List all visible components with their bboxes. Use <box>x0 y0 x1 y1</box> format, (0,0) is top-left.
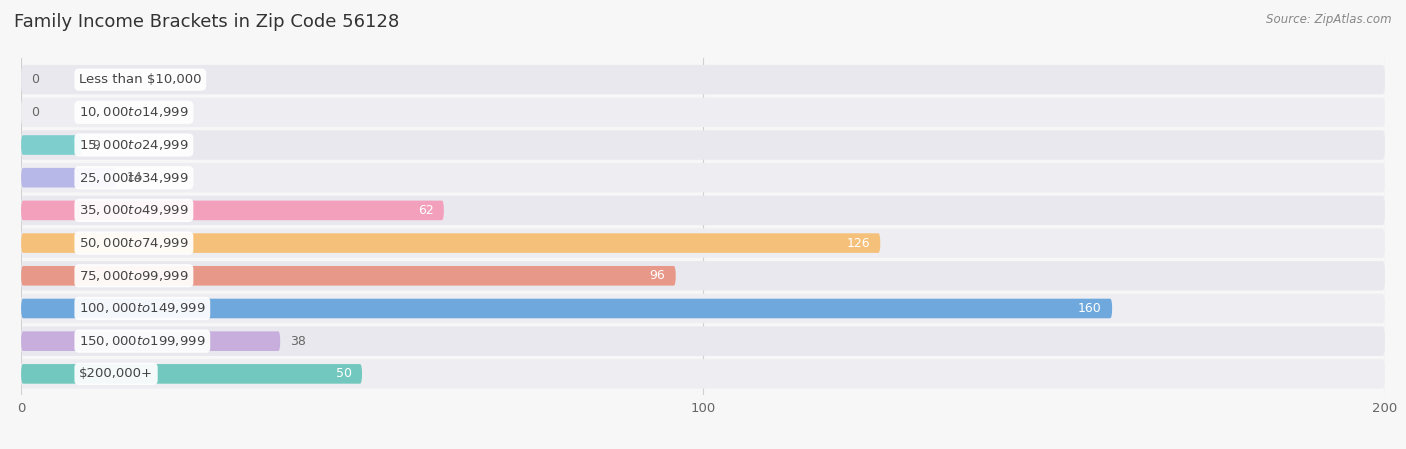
Text: 62: 62 <box>418 204 433 217</box>
FancyBboxPatch shape <box>21 168 117 188</box>
FancyBboxPatch shape <box>21 65 1385 94</box>
FancyBboxPatch shape <box>21 163 1385 193</box>
Text: $50,000 to $74,999: $50,000 to $74,999 <box>79 236 188 250</box>
FancyBboxPatch shape <box>21 261 1385 291</box>
FancyBboxPatch shape <box>21 97 1385 127</box>
Text: $200,000+: $200,000+ <box>79 367 153 380</box>
Text: $100,000 to $149,999: $100,000 to $149,999 <box>79 301 205 316</box>
Text: $35,000 to $49,999: $35,000 to $49,999 <box>79 203 188 217</box>
Text: 160: 160 <box>1078 302 1102 315</box>
FancyBboxPatch shape <box>21 201 444 220</box>
Text: 96: 96 <box>650 269 665 282</box>
Text: 0: 0 <box>31 73 39 86</box>
FancyBboxPatch shape <box>21 364 363 384</box>
FancyBboxPatch shape <box>21 135 83 155</box>
FancyBboxPatch shape <box>21 326 1385 356</box>
Text: Less than $10,000: Less than $10,000 <box>79 73 201 86</box>
FancyBboxPatch shape <box>21 331 280 351</box>
FancyBboxPatch shape <box>21 229 1385 258</box>
Text: $15,000 to $24,999: $15,000 to $24,999 <box>79 138 188 152</box>
Text: Source: ZipAtlas.com: Source: ZipAtlas.com <box>1267 13 1392 26</box>
Text: Family Income Brackets in Zip Code 56128: Family Income Brackets in Zip Code 56128 <box>14 13 399 31</box>
Text: 14: 14 <box>127 171 142 184</box>
Text: 50: 50 <box>336 367 352 380</box>
Text: $150,000 to $199,999: $150,000 to $199,999 <box>79 334 205 348</box>
FancyBboxPatch shape <box>21 130 1385 160</box>
Text: 0: 0 <box>31 106 39 119</box>
FancyBboxPatch shape <box>21 294 1385 323</box>
FancyBboxPatch shape <box>21 266 676 286</box>
Text: 126: 126 <box>846 237 870 250</box>
Text: 9: 9 <box>93 138 101 151</box>
FancyBboxPatch shape <box>21 233 880 253</box>
Text: 38: 38 <box>291 335 307 348</box>
Text: $75,000 to $99,999: $75,000 to $99,999 <box>79 269 188 283</box>
FancyBboxPatch shape <box>21 359 1385 388</box>
Text: $25,000 to $34,999: $25,000 to $34,999 <box>79 171 188 185</box>
FancyBboxPatch shape <box>21 299 1112 318</box>
Text: $10,000 to $14,999: $10,000 to $14,999 <box>79 106 188 119</box>
FancyBboxPatch shape <box>21 196 1385 225</box>
